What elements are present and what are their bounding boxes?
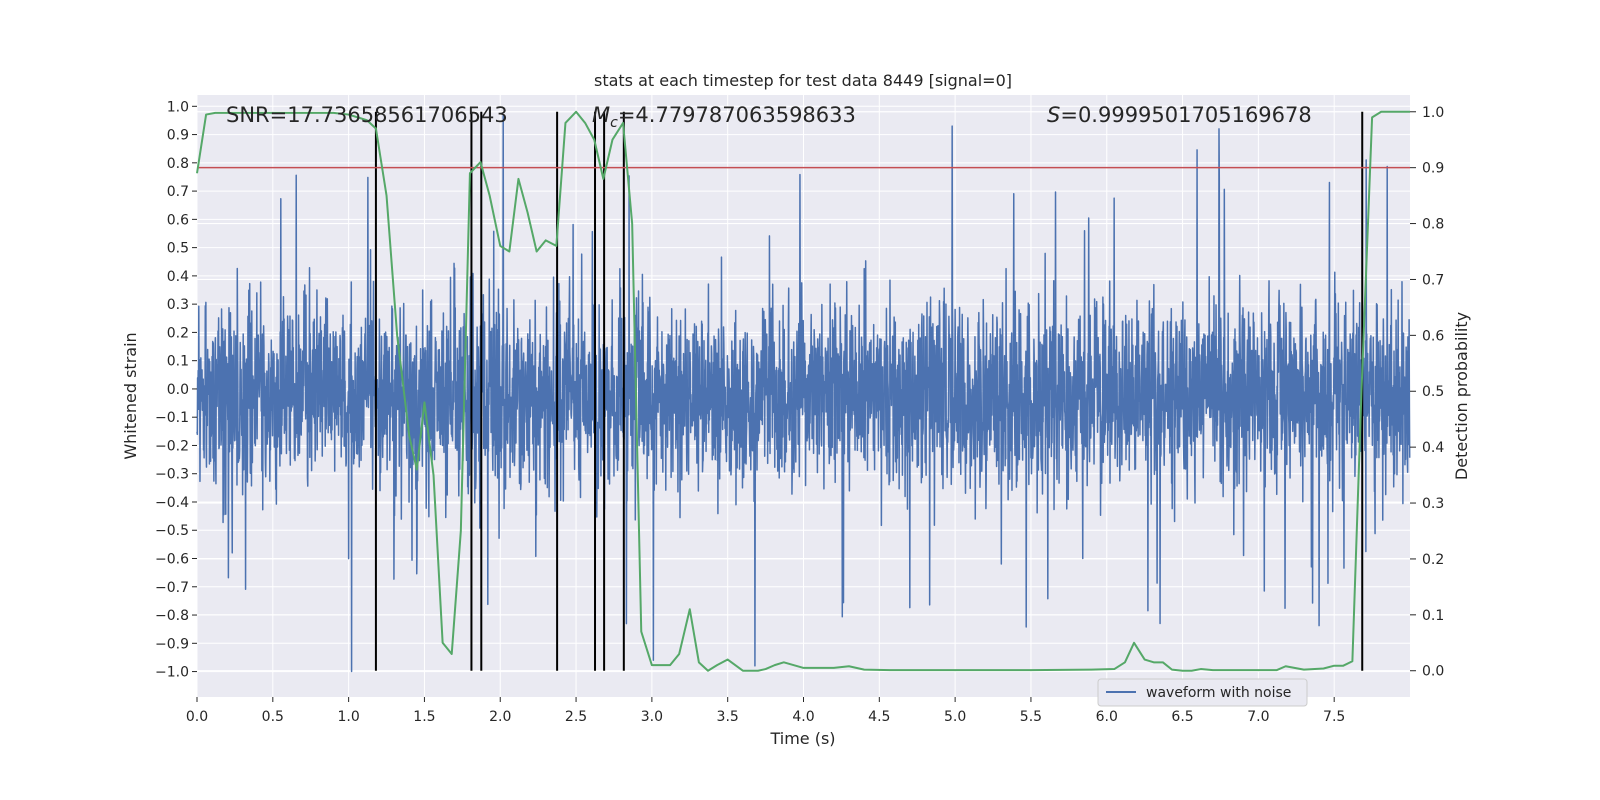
y-left-tick-label: −1.0 bbox=[155, 665, 189, 681]
y-left-tick-label: −0.6 bbox=[155, 552, 189, 568]
y-right-tick-label: 0.7 bbox=[1422, 272, 1444, 288]
chirp-mass-subscript: c bbox=[610, 115, 618, 131]
x-tick-label: 7.5 bbox=[1323, 709, 1345, 725]
s-value: =0.9999501705169678 bbox=[1060, 103, 1311, 127]
y-right-tick-label: 0.2 bbox=[1422, 552, 1444, 568]
x-tick-label: 0.5 bbox=[262, 709, 284, 725]
y-left-tick-label: 0.9 bbox=[167, 128, 189, 144]
x-axis-label: Time (s) bbox=[769, 729, 835, 748]
y-left-tick-label: 0.6 bbox=[167, 212, 189, 228]
x-tick-label: 2.5 bbox=[565, 709, 587, 725]
y-left-tick-label: 0.7 bbox=[167, 184, 189, 200]
y-right-tick-label: 0.0 bbox=[1422, 664, 1444, 680]
y-left-tick-label: 0.5 bbox=[167, 241, 189, 257]
x-tick-label: 6.5 bbox=[1171, 709, 1193, 725]
x-tick-label: 4.5 bbox=[868, 709, 890, 725]
probability-line bbox=[196, 110, 1410, 672]
y-left-tick-label: −0.2 bbox=[155, 438, 189, 454]
y-right-tick-label: 0.5 bbox=[1422, 384, 1444, 400]
detection-probability-series bbox=[196, 110, 1410, 672]
x-tick-label: 1.5 bbox=[413, 709, 435, 725]
y-left-tick-label: 0.2 bbox=[167, 325, 189, 341]
snr-annotation: SNR=17.73658561706543 bbox=[226, 103, 508, 127]
y-right-tick-label: 0.8 bbox=[1422, 217, 1444, 233]
y-left-tick-label: −0.5 bbox=[155, 523, 189, 539]
y-axis-left-label: Whitened strain bbox=[121, 332, 140, 459]
y-left-tick-label: 0.4 bbox=[167, 269, 189, 285]
x-tick-label: 3.5 bbox=[717, 709, 739, 725]
y-right-tick-label: 1.0 bbox=[1422, 105, 1444, 121]
y-axis-right-label: Detection probability bbox=[1452, 312, 1471, 480]
y-left-tick-label: 1.0 bbox=[167, 99, 189, 115]
chirp-mass-value: =4.779787063598633 bbox=[618, 103, 856, 127]
waveform-line bbox=[196, 114, 1411, 673]
x-tick-label: 6.0 bbox=[1096, 709, 1118, 725]
waveform-with-noise-series bbox=[196, 114, 1411, 673]
s-symbol: S bbox=[1047, 103, 1060, 127]
legend-entry-waveform: waveform with noise bbox=[1146, 685, 1291, 701]
y-left-tick-label: −0.4 bbox=[155, 495, 189, 511]
y-right-tick-label: 0.1 bbox=[1422, 608, 1444, 624]
y-left-tick-label: −0.7 bbox=[155, 580, 189, 596]
y-left-tick-label: 0.0 bbox=[167, 382, 189, 398]
x-tick-label: 5.5 bbox=[1020, 709, 1042, 725]
x-tick-label: 3.0 bbox=[641, 709, 663, 725]
y-right-tick-label: 0.6 bbox=[1422, 328, 1444, 344]
y-left-tick-label: −0.9 bbox=[155, 636, 189, 652]
legend: waveform with noise bbox=[1097, 678, 1308, 707]
x-tick-label: 2.0 bbox=[489, 709, 511, 725]
y-right-tick-label: 0.9 bbox=[1422, 161, 1444, 177]
y-left-tick-label: 0.3 bbox=[167, 297, 189, 313]
y-left-tick-label: −0.1 bbox=[155, 410, 189, 426]
chirp-mass-annotation: Mc=4.779787063598633 bbox=[592, 103, 856, 131]
chirp-mass-symbol: M bbox=[592, 103, 610, 127]
y-right-tick-label: 0.4 bbox=[1422, 440, 1444, 456]
x-tick-label: 0.0 bbox=[186, 709, 208, 725]
y-left-tick-label: −0.3 bbox=[155, 467, 189, 483]
chart-title: stats at each timestep for test data 844… bbox=[594, 71, 1012, 90]
y-left-tick-label: 0.1 bbox=[167, 354, 189, 370]
axes: 0.0 0.5 1.0 1.5 2.0 2.5 3.0 3.5 4.0 4.5 5.0 5.5 6.0 6… bbox=[155, 99, 1444, 725]
s-annotation: S=0.9999501705169678 bbox=[1047, 103, 1312, 127]
x-tick-label: 4.0 bbox=[792, 709, 814, 725]
x-tick-label: 5.0 bbox=[944, 709, 966, 725]
x-tick-label: 7.0 bbox=[1247, 709, 1269, 725]
x-tick-label: 1.0 bbox=[337, 709, 359, 725]
y-right-tick-label: 0.3 bbox=[1422, 496, 1444, 512]
y-left-tick-label: −0.8 bbox=[155, 608, 189, 624]
legend-box bbox=[1097, 678, 1308, 707]
y-left-tick-label: 0.8 bbox=[167, 156, 189, 172]
